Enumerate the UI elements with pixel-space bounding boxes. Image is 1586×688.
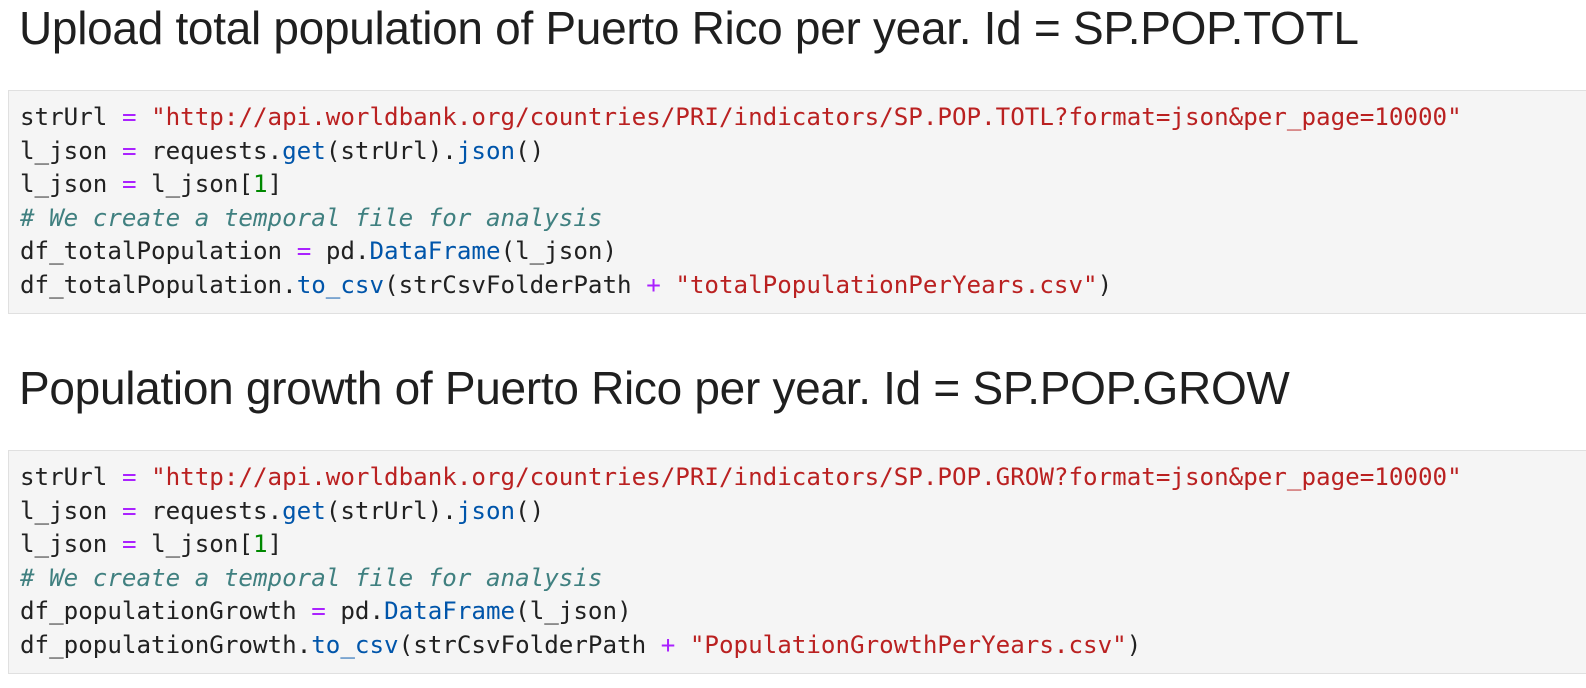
code-string: "PopulationGrowthPerYears.csv": [689, 630, 1127, 659]
code-token: l_json: [529, 597, 618, 626]
code-operator: =: [296, 237, 312, 266]
code-line-5: df_totalPopulation = pd.DataFrame(l_json…: [20, 237, 618, 266]
code-token: df_totalPopulation: [20, 237, 283, 266]
code-string: "totalPopulationPerYears.csv": [675, 270, 1098, 299]
code-operator: +: [646, 270, 661, 299]
code-operator: =: [121, 170, 137, 199]
code-line-2: l_json = requests.get(strUrl).json(): [20, 496, 545, 525]
code-block: strUrl = "http://api.worldbank.org/count…: [20, 461, 1462, 663]
code-function: json: [456, 496, 516, 525]
code-function: get: [282, 136, 326, 165]
code-cell-population-growth[interactable]: strUrl = "http://api.worldbank.org/count…: [8, 450, 1586, 674]
code-token: strUrl: [340, 136, 428, 165]
code-token: strUrl: [20, 463, 108, 491]
code-operator: =: [121, 103, 137, 131]
code-token: df_totalPopulation: [20, 270, 283, 299]
code-line-3: l_json = l_json[1]: [20, 530, 283, 559]
code-line-1: strUrl = "http://api.worldbank.org/count…: [20, 101, 1462, 135]
code-token: strUrl: [20, 103, 108, 131]
code-token: l_json: [20, 170, 108, 199]
code-block: strUrl = "http://api.worldbank.org/count…: [20, 101, 1462, 303]
section-heading-population-growth: Population growth of Puerto Rico per yea…: [19, 362, 1290, 414]
code-function: json: [456, 136, 516, 165]
code-operator: =: [121, 496, 137, 525]
code-comment: # We create a temporal file for analysis: [20, 203, 603, 232]
code-token: df_populationGrowth: [20, 597, 297, 626]
code-number: 1: [253, 170, 268, 199]
code-function: DataFrame: [369, 237, 501, 266]
code-function: get: [282, 496, 326, 525]
code-number: 1: [253, 530, 268, 559]
code-line-3: l_json = l_json[1]: [20, 170, 283, 199]
code-token: l_json: [20, 496, 108, 525]
code-operator: =: [121, 530, 137, 559]
code-operator: +: [660, 630, 676, 659]
code-token: requests: [151, 136, 268, 165]
code-token: l_json: [515, 237, 603, 266]
code-token: strCsvFolderPath: [398, 270, 632, 299]
code-token: strCsvFolderPath: [413, 630, 647, 659]
code-operator: =: [311, 597, 326, 626]
code-string: "http://api.worldbank.org/countries/PRI/…: [151, 463, 1462, 491]
code-comment: # We create a temporal file for analysis: [20, 563, 603, 592]
code-token: l_json: [151, 170, 239, 199]
code-function: DataFrame: [384, 597, 516, 626]
code-cell-total-population[interactable]: strUrl = "http://api.worldbank.org/count…: [8, 90, 1586, 314]
code-line-6: df_populationGrowth.to_csv(strCsvFolderP…: [20, 630, 1142, 659]
code-token: pd: [340, 597, 370, 626]
code-token: l_json: [20, 530, 108, 559]
code-line-5: df_populationGrowth = pd.DataFrame(l_jso…: [20, 597, 632, 626]
code-token: l_json: [20, 136, 108, 165]
code-string: "http://api.worldbank.org/countries/PRI/…: [151, 103, 1462, 131]
code-operator: =: [121, 136, 137, 165]
section-heading-total-population: Upload total population of Puerto Rico p…: [19, 2, 1359, 54]
code-function: to_csv: [311, 630, 399, 659]
code-line-6: df_totalPopulation.to_csv(strCsvFolderPa…: [20, 270, 1113, 299]
code-token: strUrl: [340, 496, 428, 525]
code-operator: =: [121, 463, 137, 491]
code-token: l_json: [151, 530, 239, 559]
code-token: df_populationGrowth: [20, 630, 297, 659]
code-function: to_csv: [296, 270, 385, 299]
code-token: requests: [151, 496, 268, 525]
code-line-2: l_json = requests.get(strUrl).json(): [20, 136, 545, 165]
code-token: pd: [325, 237, 355, 266]
code-line-1: strUrl = "http://api.worldbank.org/count…: [20, 461, 1462, 495]
